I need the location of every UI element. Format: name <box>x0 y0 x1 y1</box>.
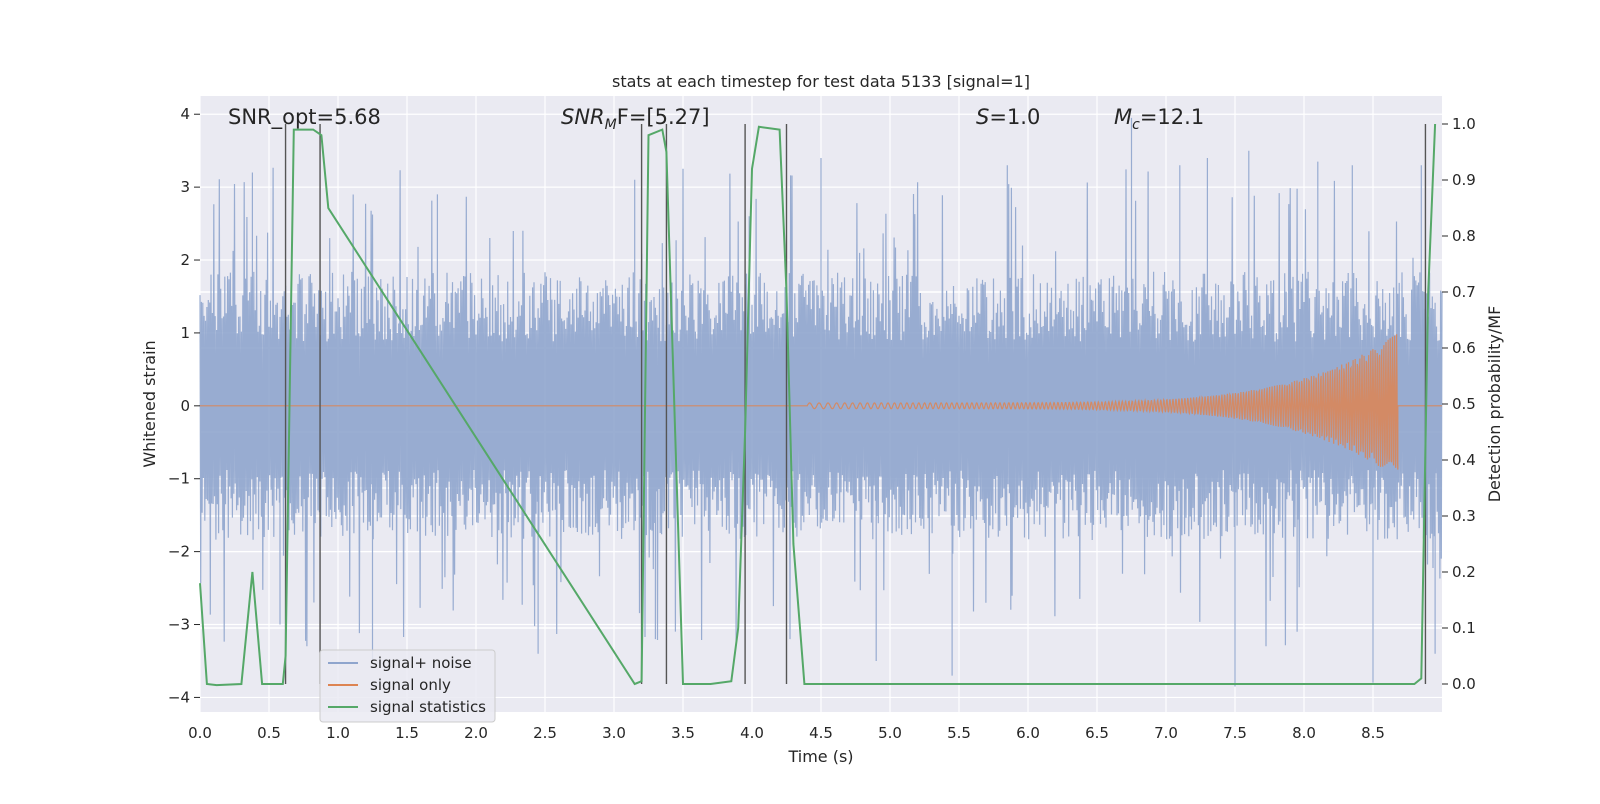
annotation-s: S=1.0 <box>976 105 1040 129</box>
annotation-snr-mf-main: SNR <box>561 105 605 129</box>
x-tick-label: 3.5 <box>671 724 695 742</box>
y-right-tick-label: 0.7 <box>1452 283 1476 301</box>
y-right-tick-label: 0.9 <box>1452 171 1476 189</box>
legend: signal+ noise signal only signal statist… <box>319 649 496 723</box>
x-tick-label: 2.5 <box>533 724 557 742</box>
y-left-tick-label: −3 <box>168 616 190 634</box>
legend-label-signal-only: signal only <box>370 676 451 694</box>
x-tick-label: 4.5 <box>809 724 833 742</box>
y-axis-left-label: Whitened strain <box>140 340 159 467</box>
x-axis-ticks: 0.0 0.5 1.0 1.5 2.0 2.5 3.0 3.5 4.0 4.5 5.0 5.5 6.0 6… <box>188 724 1385 742</box>
legend-label-signal-statistics: signal statistics <box>370 698 486 716</box>
x-tick-label: 1.5 <box>395 724 419 742</box>
x-tick-label: 1.0 <box>326 724 350 742</box>
signal-only-series <box>200 334 1442 470</box>
y-left-tick-label: −4 <box>168 688 190 706</box>
annotation-mc-rest: =12.1 <box>1140 105 1204 129</box>
annotation-snr-mf-rest: F=[5.27] <box>617 105 710 129</box>
y-right-tick-label: 0.4 <box>1452 451 1476 469</box>
legend-label-signal-noise: signal+ noise <box>370 654 472 672</box>
y-right-tick-label: 0.5 <box>1452 395 1476 413</box>
signal-statistics-series <box>199 123 1437 687</box>
signal-statistics-line <box>199 123 1437 687</box>
x-tick-label: 0.5 <box>257 724 281 742</box>
y-left-tick-label: 4 <box>180 105 190 123</box>
annotation-snr-mf-sub: M <box>605 117 617 133</box>
x-tick-label: 6.5 <box>1085 724 1109 742</box>
x-tick-label: 8.0 <box>1292 724 1316 742</box>
signal-noise-line <box>199 117 1443 687</box>
y-left-tick-label: 0 <box>180 397 190 415</box>
x-tick-label: 3.0 <box>602 724 626 742</box>
y-left-tick-label: −2 <box>168 543 190 561</box>
signal-noise-series <box>199 117 1443 687</box>
annotation-mc: Mc=12.1 <box>1114 105 1204 133</box>
y-left-tick-label: 3 <box>180 178 190 196</box>
y-left-tick-label: −1 <box>168 470 190 488</box>
chart-title: stats at each timestep for test data 513… <box>612 72 1030 91</box>
annotation-snr-mf: SNRMF=[5.27] <box>561 105 710 133</box>
y-right-tick-label: 0.0 <box>1452 675 1476 693</box>
y-left-tick-label: 2 <box>180 251 190 269</box>
y-axis-right-label: Detection probability/MF <box>1485 306 1504 503</box>
x-tick-label: 8.5 <box>1361 724 1385 742</box>
signal-only-line <box>200 334 1442 470</box>
annotation-mc-sub: c <box>1132 117 1140 133</box>
y-right-tick-label: 0.2 <box>1452 563 1476 581</box>
legend-box <box>319 649 496 723</box>
y-left-tick-label: 1 <box>180 324 190 342</box>
y-axis-right-ticks: 0.0 0.1 0.2 0.3 0.4 0.5 0.6 0.7 0.8 0.9 1.0 <box>1442 115 1476 693</box>
x-tick-label: 0.0 <box>188 724 212 742</box>
x-tick-label: 7.0 <box>1154 724 1178 742</box>
y-right-tick-label: 0.8 <box>1452 227 1476 245</box>
y-right-tick-label: 0.6 <box>1452 339 1476 357</box>
y-right-tick-label: 1.0 <box>1452 115 1476 133</box>
y-right-tick-label: 0.1 <box>1452 619 1476 637</box>
x-tick-label: 5.0 <box>878 724 902 742</box>
x-tick-label: 2.0 <box>464 724 488 742</box>
annotation-s-main: S <box>976 105 989 129</box>
y-axis-left-ticks: −4 −3 −2 −1 0 1 2 3 4 <box>168 105 200 706</box>
x-axis-label: Time (s) <box>787 747 853 766</box>
annotation-snr-opt: SNR_opt=5.68 <box>228 105 381 130</box>
x-tick-label: 4.0 <box>740 724 764 742</box>
annotation-s-rest: =1.0 <box>989 105 1040 129</box>
y-right-tick-label: 0.3 <box>1452 507 1476 525</box>
x-tick-label: 7.5 <box>1223 724 1247 742</box>
x-tick-label: 5.5 <box>947 724 971 742</box>
annotation-mc-main: M <box>1114 105 1132 129</box>
x-tick-label: 6.0 <box>1016 724 1040 742</box>
